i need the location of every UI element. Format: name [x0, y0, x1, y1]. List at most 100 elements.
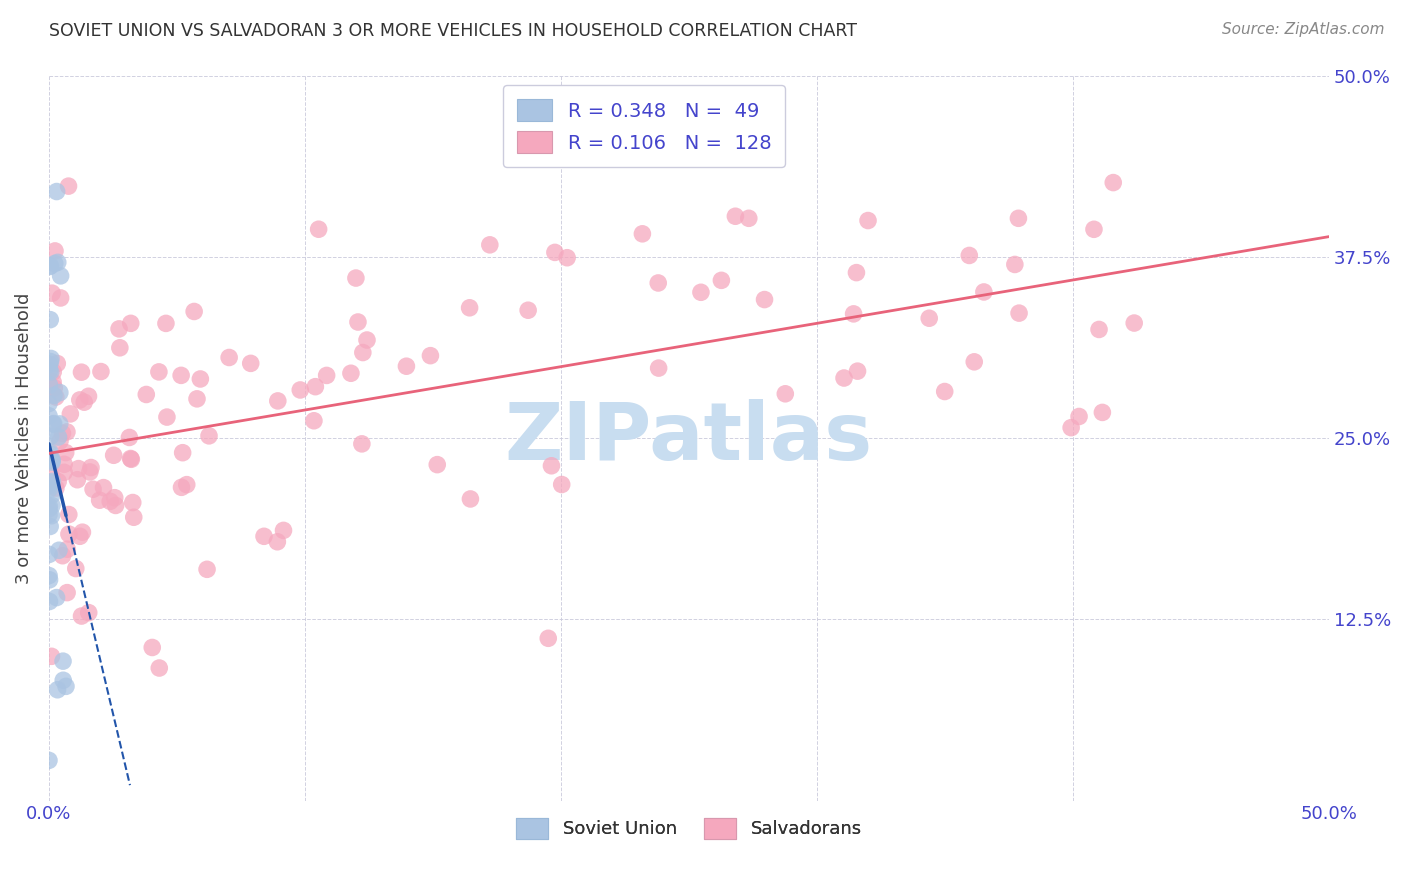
Point: [39, 351, 62, 366]
Point: [46, 255, 69, 269]
Point: [41, 286, 63, 301]
Point: [58, 527, 80, 541]
Point: [41, 468, 63, 483]
Point: [77, 606, 100, 620]
Point: [347, 315, 370, 329]
Point: [58, 179, 80, 194]
Point: [52, 549, 75, 563]
Point: [266, 534, 288, 549]
Point: [44, 381, 66, 395]
Point: [65, 561, 87, 575]
Point: [183, 304, 205, 318]
Point: [170, 368, 193, 383]
Point: [79, 465, 101, 479]
Point: [537, 632, 560, 646]
Point: [41, 452, 63, 467]
Point: [517, 303, 540, 318]
Point: [957, 248, 980, 262]
Point: [39, 312, 62, 326]
Point: [70, 365, 93, 379]
Point: [45, 390, 67, 404]
Point: [90, 365, 112, 379]
Point: [120, 451, 142, 466]
Point: [600, 127, 623, 141]
Point: [647, 276, 669, 290]
Text: SOVIET UNION VS SALVADORAN 3 OR MORE VEHICLES IN HOUSEHOLD CORRELATION CHART: SOVIET UNION VS SALVADORAN 3 OR MORE VEH…: [49, 22, 858, 40]
Point: [304, 379, 326, 393]
Point: [186, 392, 208, 406]
Point: [38, 548, 60, 562]
Point: [41, 508, 63, 523]
Point: [352, 345, 374, 359]
Point: [308, 222, 330, 236]
Point: [170, 480, 193, 494]
Point: [458, 301, 481, 315]
Point: [315, 368, 337, 383]
Point: [918, 311, 941, 326]
Point: [120, 452, 142, 467]
Point: [41, 475, 63, 489]
Point: [148, 365, 170, 379]
Point: [42, 388, 65, 402]
Point: [38, 568, 60, 582]
Point: [77, 389, 100, 403]
Point: [218, 351, 240, 365]
Point: [48, 417, 70, 431]
Point: [39, 259, 62, 273]
Point: [631, 227, 654, 241]
Point: [460, 491, 482, 506]
Point: [45, 481, 67, 495]
Point: [290, 383, 312, 397]
Point: [38, 753, 60, 767]
Point: [56, 542, 79, 557]
Point: [1102, 176, 1125, 190]
Point: [49, 434, 72, 448]
Point: [710, 273, 733, 287]
Point: [120, 316, 142, 330]
Point: [69, 392, 91, 407]
Point: [104, 491, 127, 505]
Point: [103, 448, 125, 462]
Point: [544, 245, 567, 260]
Point: [122, 510, 145, 524]
Point: [42, 365, 65, 379]
Point: [41, 454, 63, 468]
Point: [52, 673, 75, 688]
Y-axis label: 3 or more Vehicles in Household: 3 or more Vehicles in Household: [15, 293, 32, 583]
Text: Source: ZipAtlas.com: Source: ZipAtlas.com: [1222, 22, 1385, 37]
Point: [738, 211, 761, 226]
Point: [273, 524, 295, 538]
Point: [38, 260, 60, 274]
Point: [1060, 420, 1083, 434]
Point: [49, 385, 72, 400]
Point: [67, 461, 90, 475]
Point: [98, 494, 121, 508]
Point: [69, 529, 91, 543]
Point: [38, 378, 60, 392]
Point: [38, 396, 60, 410]
Point: [38, 479, 60, 493]
Point: [52, 654, 75, 668]
Point: [973, 285, 995, 299]
Point: [176, 477, 198, 491]
Point: [41, 455, 63, 469]
Point: [56, 585, 79, 599]
Point: [1091, 405, 1114, 419]
Point: [1007, 211, 1029, 226]
Point: [59, 407, 82, 421]
Point: [55, 679, 77, 693]
Point: [551, 477, 574, 491]
Point: [38, 483, 60, 497]
Point: [38, 364, 60, 378]
Point: [426, 458, 449, 472]
Point: [39, 475, 62, 490]
Point: [58, 508, 80, 522]
Point: [38, 445, 60, 459]
Point: [41, 499, 63, 513]
Point: [38, 594, 60, 608]
Point: [72, 525, 94, 540]
Text: ZIPatlas: ZIPatlas: [505, 399, 873, 477]
Point: [38, 409, 60, 423]
Point: [540, 458, 562, 473]
Point: [39, 365, 62, 379]
